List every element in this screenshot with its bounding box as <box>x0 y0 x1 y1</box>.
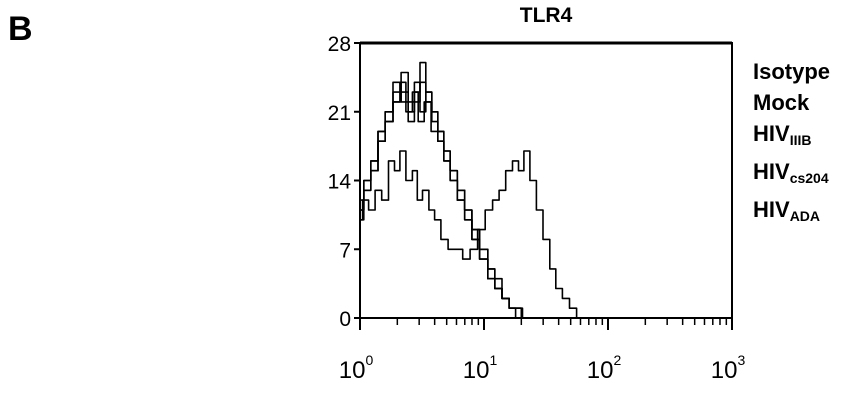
y-tick-label: 21 <box>328 102 351 125</box>
legend: Isotype Mock HIVIIIB HIVcs204 HIVADA <box>753 56 830 232</box>
x-tick-base: 10 <box>711 357 738 384</box>
y-tick-label: 0 <box>339 308 351 331</box>
legend-entry: HIVIIIB <box>753 118 830 156</box>
x-tick-label: 100 <box>339 352 374 384</box>
legend-entry-subscript: IIIB <box>789 132 812 148</box>
plot-frame <box>359 42 733 319</box>
legend-entry-text: HIV <box>753 197 790 222</box>
chart-title: TLR4 <box>519 4 573 27</box>
y-tick-label: 28 <box>328 33 351 56</box>
panel-label: B <box>8 10 33 48</box>
x-tick-exponent: 1 <box>489 352 497 368</box>
x-tick-label: 101 <box>463 352 498 384</box>
x-tick-base: 10 <box>463 357 490 384</box>
legend-entry-text: HIV <box>753 121 790 146</box>
legend-entry-text: Mock <box>753 90 810 115</box>
series-layer <box>360 61 581 319</box>
histogram-series-5 <box>360 61 524 319</box>
y-tick-label: 14 <box>328 171 352 194</box>
x-tick-exponent: 2 <box>613 352 621 368</box>
x-axis: 100 101 102 103 <box>339 318 746 384</box>
x-tick-label: 103 <box>711 352 746 384</box>
legend-entry-subscript: cs204 <box>789 170 829 186</box>
x-tick-base: 10 <box>339 357 366 384</box>
x-tick-label: 102 <box>587 352 622 384</box>
legend-entry-subscript: ADA <box>789 208 821 224</box>
histogram-series-3 <box>360 71 527 319</box>
histogram-series-1 <box>360 150 581 319</box>
x-tick-exponent: 0 <box>365 352 373 368</box>
legend-entry-text: Isotype <box>753 59 831 84</box>
x-tick-exponent: 3 <box>737 352 745 368</box>
legend-entry: Mock <box>753 87 830 118</box>
legend-entry-text: HIV <box>753 159 790 184</box>
y-tick-label: 7 <box>339 239 351 262</box>
legend-entry: HIVcs204 <box>753 156 830 194</box>
x-tick-base: 10 <box>587 357 614 384</box>
legend-entry: Isotype <box>753 56 830 87</box>
y-axis: 0 7 14 21 28 <box>328 33 360 331</box>
legend-entry: HIVADA <box>753 194 830 232</box>
